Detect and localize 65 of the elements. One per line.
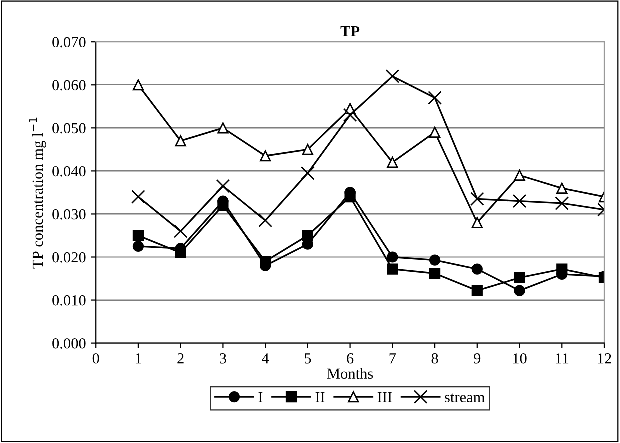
x-tick-label: 1 (136, 354, 142, 364)
legend-label: III (378, 392, 392, 402)
legend-label: II (316, 392, 325, 402)
point (514, 285, 526, 296)
point (514, 272, 526, 284)
point (470, 192, 484, 206)
x-tick-label: 5 (305, 354, 312, 364)
point (174, 224, 188, 238)
x-tick-label: 0 (92, 353, 100, 364)
point (387, 264, 398, 275)
y-tick-label: 0.030 (52, 209, 86, 220)
x-tick-label: 2 (178, 354, 184, 364)
x-tick-label: 8 (432, 353, 438, 364)
y-tick-label: 0.010 (52, 295, 86, 306)
point (260, 150, 272, 162)
y-tick-label: 0.060 (52, 80, 86, 91)
y-tick-label: 0.000 (52, 338, 86, 349)
y-tick-label: 0.040 (52, 166, 86, 177)
point (344, 191, 356, 203)
point (556, 182, 568, 194)
point (386, 70, 400, 84)
point (343, 108, 358, 122)
point (472, 285, 483, 296)
x-tick-label: 12 (598, 354, 612, 364)
point (512, 194, 527, 208)
point (132, 240, 144, 252)
point (216, 179, 230, 194)
point (472, 264, 483, 275)
point (428, 91, 442, 105)
x-tick-label: 10 (513, 353, 527, 364)
point (218, 122, 229, 134)
x-axis-title: Months (327, 368, 374, 380)
point (302, 144, 314, 156)
point (387, 157, 398, 168)
point (132, 230, 144, 242)
point (387, 252, 398, 263)
y-axis-title: TP concentration mg l$^{−1}$ (29, 118, 46, 269)
legend-label: stream (445, 394, 485, 403)
point (132, 80, 144, 91)
point (175, 136, 186, 147)
x-tick-label: 9 (474, 354, 481, 364)
point (300, 166, 315, 180)
point (429, 268, 441, 280)
x-tick-label: 7 (390, 354, 396, 364)
point (258, 214, 273, 228)
point (218, 200, 229, 212)
y-tick-label: 0.050 (52, 123, 86, 134)
point (472, 217, 483, 228)
point (175, 247, 186, 259)
y-tick-label: 0.070 (52, 37, 86, 48)
point (260, 256, 272, 268)
point (555, 196, 570, 210)
point (429, 254, 441, 266)
point (132, 190, 146, 204)
legend-label: I (258, 392, 263, 402)
x-tick-label: 11 (556, 354, 569, 364)
x-tick-label: 4 (262, 354, 270, 364)
x-tick-label: 3 (220, 354, 226, 364)
x-tick-label: 6 (347, 354, 354, 364)
point (429, 126, 441, 138)
point (302, 230, 314, 242)
chart-title: TP (340, 26, 360, 37)
point (514, 170, 526, 182)
y-tick-label: 0.020 (52, 252, 86, 263)
point (556, 264, 568, 275)
